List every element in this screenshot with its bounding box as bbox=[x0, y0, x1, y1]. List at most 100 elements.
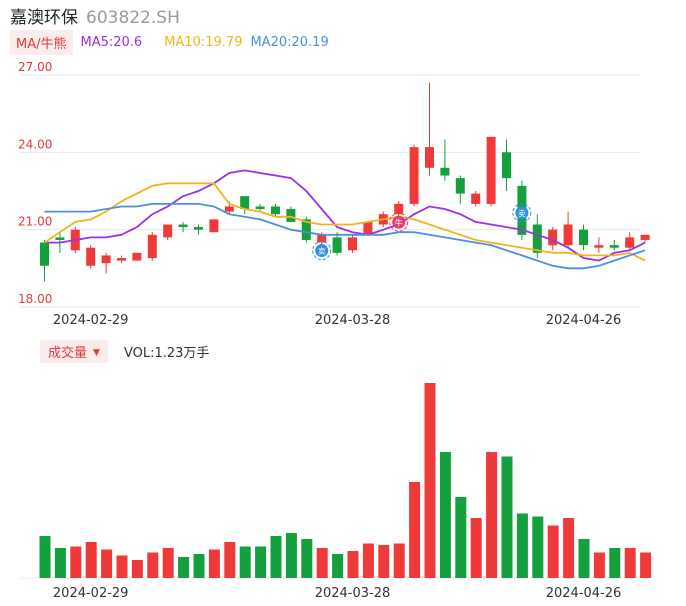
buy-marker-ring bbox=[389, 212, 409, 232]
candle-body bbox=[86, 247, 96, 266]
volume-bar bbox=[178, 557, 190, 578]
candle-body bbox=[548, 229, 558, 246]
volume-bar bbox=[116, 555, 128, 578]
ma10-line bbox=[43, 182, 646, 262]
x-tick-label: 2024-04-26 bbox=[546, 586, 622, 601]
candle-body bbox=[317, 234, 327, 243]
stock-name: 嘉澳环保 bbox=[10, 8, 78, 28]
candle-body bbox=[471, 193, 481, 204]
candle-body bbox=[594, 245, 604, 248]
candle-body bbox=[194, 227, 203, 230]
y-tick-label: 18.00 bbox=[18, 292, 52, 306]
candle-body bbox=[178, 224, 188, 228]
candle-body bbox=[255, 206, 265, 210]
volume-bar bbox=[640, 552, 652, 578]
volume-bar bbox=[470, 518, 482, 578]
candle-body bbox=[348, 237, 357, 251]
y-tick-label: 24.00 bbox=[18, 137, 52, 151]
volume-bar bbox=[532, 516, 544, 578]
candle-body bbox=[332, 237, 342, 253]
candle-body bbox=[425, 147, 434, 168]
ma20-line bbox=[44, 202, 646, 270]
ma5-line bbox=[44, 169, 646, 262]
candle-body bbox=[301, 219, 311, 240]
volume-bar bbox=[239, 546, 251, 578]
volume-bar bbox=[301, 539, 313, 578]
candle-body bbox=[40, 242, 49, 266]
ma-toggle-button[interactable]: MA/牛熊 bbox=[10, 29, 73, 55]
candle-body bbox=[409, 147, 419, 204]
volume-toggle-label: 成交量 bbox=[48, 345, 88, 361]
volume-bar bbox=[285, 533, 297, 578]
volume-bar bbox=[593, 552, 605, 578]
ma5-legend: MA5:20.6 bbox=[80, 34, 143, 50]
volume-toggle-button[interactable]: 成交量 ▼ bbox=[40, 339, 108, 363]
candle-body bbox=[363, 221, 373, 235]
y-tick-label: 27.00 bbox=[18, 60, 52, 74]
sell-marker-ring bbox=[312, 241, 332, 261]
caret-down-icon: ▼ bbox=[93, 347, 100, 358]
volume-bar bbox=[378, 545, 390, 578]
volume-bar bbox=[439, 452, 451, 578]
candle-body bbox=[394, 203, 404, 215]
sell-marker-icon bbox=[515, 206, 529, 220]
candle-body bbox=[224, 206, 234, 212]
x-tick-label: 2024-02-29 bbox=[53, 586, 129, 601]
volume-bar bbox=[147, 552, 159, 578]
volume-bar bbox=[362, 543, 374, 578]
candle-body bbox=[640, 234, 650, 240]
candle-body bbox=[609, 245, 619, 248]
ma10-legend: MA10:19.79 bbox=[164, 34, 243, 50]
volume-bar bbox=[208, 549, 220, 578]
candle-body bbox=[209, 219, 219, 233]
ma20-legend: MA20:20.19 bbox=[250, 34, 329, 50]
volume-bar bbox=[547, 525, 559, 578]
candle-body bbox=[440, 167, 450, 176]
y-tick-label: 21.00 bbox=[18, 215, 52, 229]
sell-marker-label: 卖 bbox=[518, 209, 526, 218]
volume-bar bbox=[85, 542, 97, 578]
candle-body bbox=[579, 229, 588, 246]
volume-bar bbox=[54, 548, 66, 578]
volume-bar bbox=[270, 536, 282, 578]
stock-code: 603822.SH bbox=[86, 8, 180, 28]
volume-bar bbox=[516, 513, 528, 578]
candle-body bbox=[502, 152, 511, 179]
candle-body bbox=[625, 237, 635, 248]
candle-body bbox=[455, 178, 465, 194]
candle-body bbox=[132, 252, 142, 261]
sell-marker-icon bbox=[315, 244, 329, 258]
sell-marker-label: 卖 bbox=[318, 247, 326, 256]
buy-marker-icon bbox=[392, 215, 406, 229]
volume-bar bbox=[224, 542, 236, 578]
volume-bar bbox=[486, 452, 498, 578]
volume-bar bbox=[455, 497, 467, 578]
volume-bar bbox=[424, 383, 436, 578]
volume-legend: 成交量 ▼ VOL:1.23万手 bbox=[40, 339, 210, 363]
sell-marker-ring bbox=[512, 203, 532, 223]
candle-body bbox=[117, 258, 126, 261]
candle-body bbox=[486, 136, 496, 204]
volume-bar bbox=[39, 536, 51, 578]
candle-body bbox=[240, 196, 250, 210]
volume-value: VOL:1.23万手 bbox=[123, 345, 210, 361]
buy-marker-label: 牛 bbox=[395, 218, 403, 228]
volume-bar bbox=[563, 518, 575, 578]
volume-bar bbox=[162, 548, 174, 578]
volume-bar bbox=[101, 549, 113, 578]
volume-bar bbox=[193, 554, 205, 578]
candle-body bbox=[271, 206, 280, 215]
volume-bar bbox=[316, 548, 328, 578]
x-tick-label: 2024-03-28 bbox=[315, 313, 391, 328]
candle-body bbox=[101, 255, 111, 264]
candle-body bbox=[532, 224, 542, 253]
x-tick-label: 2024-04-26 bbox=[546, 313, 622, 328]
candle-body bbox=[563, 224, 573, 246]
candle-body bbox=[55, 237, 65, 240]
x-tick-label: 2024-02-29 bbox=[53, 313, 129, 328]
volume-bar bbox=[70, 546, 82, 578]
volume-bar bbox=[578, 539, 590, 578]
candle-body bbox=[286, 209, 296, 222]
ma-legend: MA/牛熊 MA5:20.6 MA10:19.79 MA20:20.19 bbox=[10, 29, 329, 55]
